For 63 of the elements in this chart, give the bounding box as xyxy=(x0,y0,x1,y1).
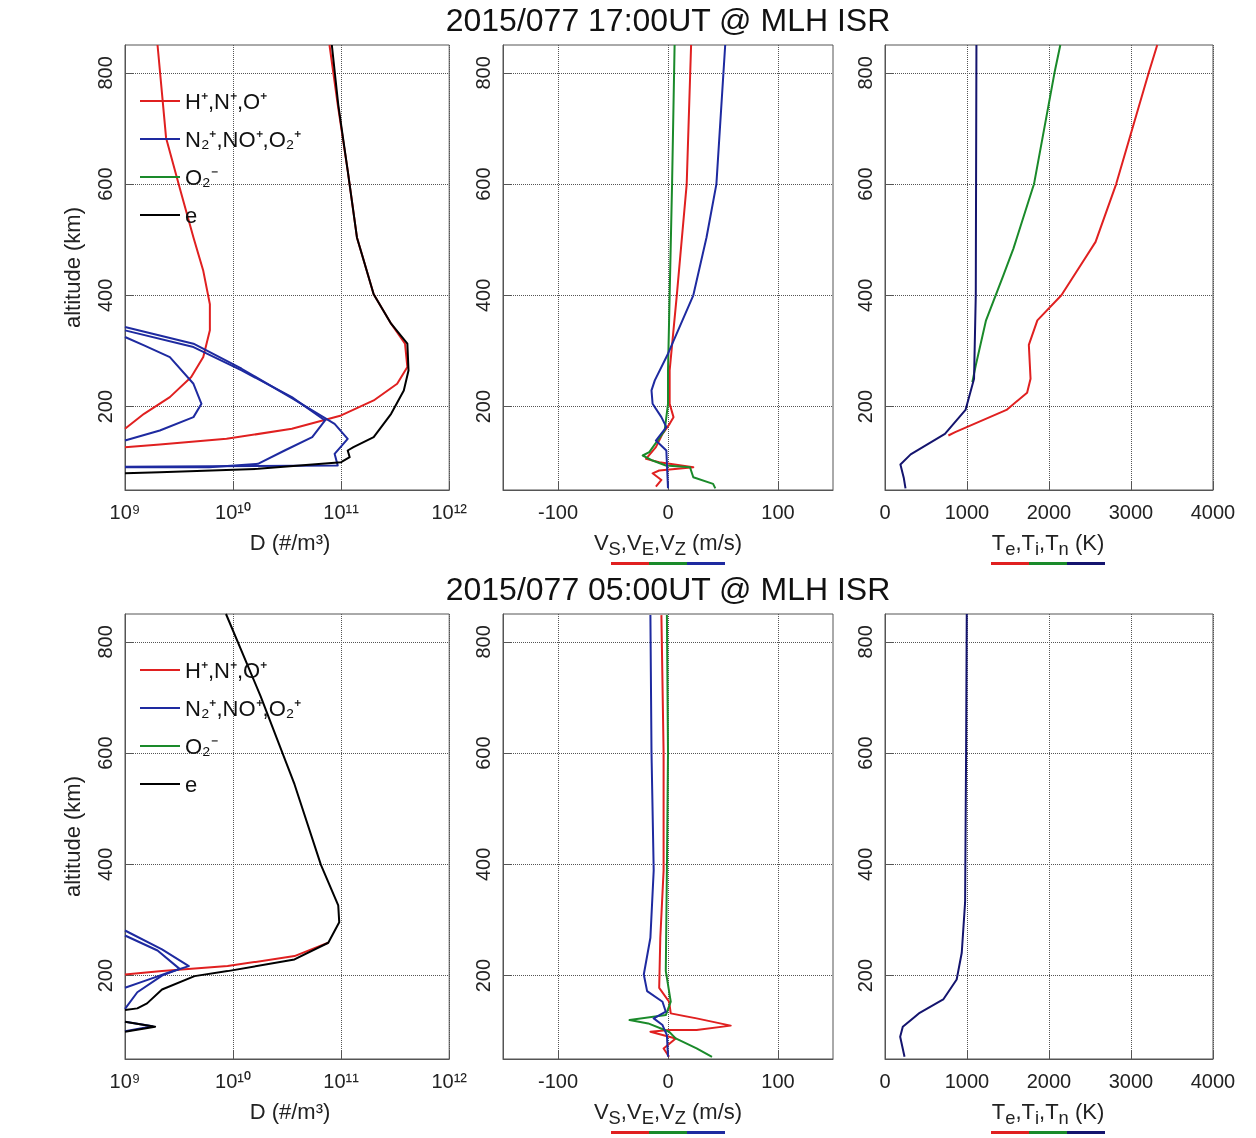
x-tick-label: 4000 xyxy=(1190,1070,1236,1092)
y-tick-label: 600 xyxy=(472,167,494,201)
y-tick-label: 800 xyxy=(94,56,116,90)
x-tick-label: 10¹⁰ xyxy=(215,501,252,523)
x-tick-label: 0 xyxy=(662,501,674,523)
x-tick-label: 0 xyxy=(879,501,891,523)
y-tick-label: 800 xyxy=(94,625,116,659)
x-tick-label: 10¹² xyxy=(431,501,468,523)
legend-label: H⁺,N⁺,O⁺ xyxy=(185,88,268,114)
y-tick-label: 200 xyxy=(472,389,494,424)
y-tick-label: 400 xyxy=(94,278,116,312)
y-tick-label: 600 xyxy=(94,167,116,201)
y-tick-label: 600 xyxy=(854,167,876,201)
y-axis-title: altitude (km) xyxy=(59,775,85,898)
x-axis-title: V$_{S}$,V$_{E}$,V$_{Z}$ (m/s) xyxy=(592,530,744,561)
legend-label: N₂⁺,NO⁺,O₂⁺ xyxy=(185,126,302,152)
y-tick-label: 800 xyxy=(854,56,876,90)
x-tick-label: 2000 xyxy=(1026,501,1072,523)
x-tick-label: -100 xyxy=(537,1070,579,1092)
chart-title: 2015/077 17:00UT @ MLH ISR xyxy=(444,2,892,39)
x-tick-label: 3000 xyxy=(1108,1070,1154,1092)
y-tick-label: 200 xyxy=(94,389,116,424)
y-tick-label: 600 xyxy=(94,736,116,770)
x-axis-title: D (#/m³) xyxy=(248,530,332,556)
y-tick-label: 800 xyxy=(472,625,494,659)
y-tick-label: 200 xyxy=(854,389,876,424)
x-tick-label: 2000 xyxy=(1026,1070,1072,1092)
x-tick-label: 10¹¹ xyxy=(323,1070,360,1092)
legend-label: e xyxy=(185,771,198,797)
chart-title: 2015/077 05:00UT @ MLH ISR xyxy=(444,571,892,608)
y-tick-label: 400 xyxy=(854,847,876,881)
legend-label: O₂⁻ xyxy=(185,733,218,759)
x-tick-label: 10⁹ xyxy=(109,501,141,523)
x-tick-label: -100 xyxy=(537,501,579,523)
y-tick-label: 400 xyxy=(472,278,494,312)
y-tick-label: 200 xyxy=(854,958,876,993)
legend-label: O₂⁻ xyxy=(185,164,218,190)
x-tick-label: 10⁹ xyxy=(109,1070,141,1092)
y-tick-label: 600 xyxy=(472,736,494,770)
x-tick-label: 10¹² xyxy=(431,1070,468,1092)
x-axis-title: T$_{e}$,T$_{i}$,T$_{n}$ (K) xyxy=(990,1099,1106,1130)
y-tick-label: 800 xyxy=(854,625,876,659)
x-tick-label: 10¹¹ xyxy=(323,501,360,523)
x-tick-label: 100 xyxy=(761,501,795,523)
x-tick-label: 0 xyxy=(879,1070,891,1092)
x-tick-label: 0 xyxy=(662,1070,674,1092)
x-axis-title: T$_{e}$,T$_{i}$,T$_{n}$ (K) xyxy=(990,530,1106,561)
x-tick-label: 1000 xyxy=(944,1070,990,1092)
y-tick-label: 800 xyxy=(472,56,494,90)
y-tick-label: 200 xyxy=(94,958,116,993)
y-tick-label: 600 xyxy=(854,736,876,770)
x-axis-title: D (#/m³) xyxy=(248,1099,332,1125)
x-tick-label: 4000 xyxy=(1190,501,1236,523)
y-tick-label: 400 xyxy=(854,278,876,312)
x-tick-label: 100 xyxy=(761,1070,795,1092)
y-tick-label: 400 xyxy=(472,847,494,881)
y-tick-label: 400 xyxy=(94,847,116,881)
x-axis-title: V$_{S}$,V$_{E}$,V$_{Z}$ (m/s) xyxy=(592,1099,744,1130)
x-tick-label: 3000 xyxy=(1108,501,1154,523)
y-tick-label: 200 xyxy=(472,958,494,993)
y-axis-title: altitude (km) xyxy=(59,206,85,329)
x-tick-label: 1000 xyxy=(944,501,990,523)
x-tick-label: 10¹⁰ xyxy=(215,1070,252,1092)
